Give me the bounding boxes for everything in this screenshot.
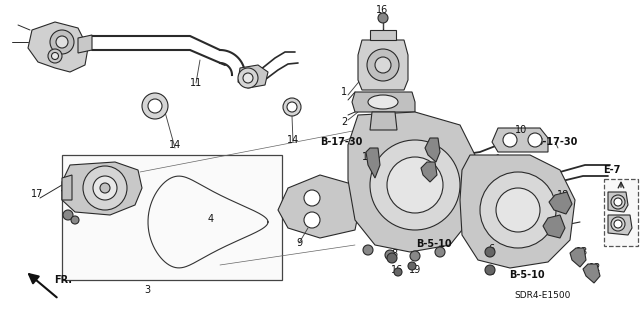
Circle shape	[375, 57, 391, 73]
Ellipse shape	[368, 95, 398, 109]
Text: 17: 17	[31, 189, 43, 199]
Circle shape	[63, 210, 73, 220]
Polygon shape	[370, 30, 396, 40]
Text: SDR4-E1500: SDR4-E1500	[515, 291, 571, 300]
Polygon shape	[352, 92, 415, 112]
Text: 14: 14	[287, 135, 299, 145]
Circle shape	[614, 220, 622, 228]
Text: 3: 3	[144, 285, 150, 295]
Polygon shape	[366, 148, 380, 178]
Text: 11: 11	[190, 78, 202, 88]
Text: 2: 2	[341, 117, 347, 127]
Circle shape	[480, 172, 556, 248]
Circle shape	[51, 53, 58, 60]
Polygon shape	[62, 175, 72, 200]
Text: 9: 9	[296, 238, 302, 248]
Circle shape	[50, 30, 74, 54]
Text: 19: 19	[409, 265, 421, 275]
Polygon shape	[570, 248, 586, 267]
Circle shape	[93, 176, 117, 200]
Text: 16: 16	[376, 5, 388, 15]
Text: 16: 16	[391, 265, 403, 275]
Circle shape	[83, 166, 127, 210]
Polygon shape	[492, 128, 548, 152]
Polygon shape	[278, 175, 360, 238]
Text: 15: 15	[362, 152, 374, 162]
Circle shape	[503, 133, 517, 147]
Circle shape	[408, 262, 416, 270]
Circle shape	[243, 73, 253, 83]
Polygon shape	[348, 112, 475, 252]
Polygon shape	[62, 162, 142, 215]
Circle shape	[485, 265, 495, 275]
Circle shape	[304, 190, 320, 206]
Text: 13: 13	[576, 247, 588, 257]
Text: 12: 12	[589, 263, 601, 273]
Circle shape	[148, 99, 162, 113]
Circle shape	[528, 133, 542, 147]
Circle shape	[435, 247, 445, 257]
Bar	[62, 155, 282, 280]
Text: 12: 12	[424, 143, 436, 153]
Polygon shape	[608, 192, 628, 212]
Polygon shape	[608, 215, 632, 235]
Polygon shape	[370, 112, 397, 130]
Circle shape	[283, 98, 301, 116]
Circle shape	[410, 251, 420, 261]
Text: FR.: FR.	[54, 275, 72, 285]
Circle shape	[48, 49, 62, 63]
Text: B-5-10: B-5-10	[509, 270, 545, 280]
Circle shape	[367, 49, 399, 81]
Polygon shape	[549, 192, 572, 214]
Text: B-5-10: B-5-10	[416, 239, 452, 249]
Text: 4: 4	[208, 214, 214, 224]
Polygon shape	[421, 162, 437, 182]
Text: B-17-30: B-17-30	[535, 137, 577, 147]
Circle shape	[611, 195, 625, 209]
Text: 6: 6	[488, 244, 494, 254]
Circle shape	[370, 140, 460, 230]
Polygon shape	[28, 22, 88, 72]
Circle shape	[611, 217, 625, 231]
Circle shape	[394, 268, 402, 276]
Text: 14: 14	[169, 140, 181, 150]
Circle shape	[385, 250, 395, 260]
Polygon shape	[425, 138, 440, 162]
Text: 5: 5	[488, 267, 494, 277]
Circle shape	[100, 183, 110, 193]
Circle shape	[485, 247, 495, 257]
Text: 18: 18	[557, 190, 569, 200]
Polygon shape	[358, 40, 408, 90]
Circle shape	[71, 216, 79, 224]
Circle shape	[363, 245, 373, 255]
Text: 13: 13	[421, 158, 433, 168]
Text: 10: 10	[515, 125, 527, 135]
Circle shape	[378, 13, 388, 23]
Text: B-17-30: B-17-30	[320, 137, 362, 147]
FancyBboxPatch shape	[604, 179, 638, 246]
Circle shape	[142, 93, 168, 119]
Polygon shape	[543, 215, 565, 238]
Text: E-7: E-7	[604, 165, 621, 175]
Polygon shape	[460, 155, 575, 268]
Circle shape	[387, 253, 397, 263]
Circle shape	[387, 157, 443, 213]
Circle shape	[614, 198, 622, 206]
Circle shape	[496, 188, 540, 232]
Polygon shape	[583, 264, 600, 283]
Polygon shape	[238, 65, 268, 88]
Circle shape	[238, 68, 258, 88]
Text: 8: 8	[391, 249, 397, 259]
Text: 1: 1	[341, 87, 347, 97]
Circle shape	[56, 36, 68, 48]
Circle shape	[304, 212, 320, 228]
Text: 7: 7	[534, 215, 540, 225]
Polygon shape	[78, 35, 92, 53]
Circle shape	[287, 102, 297, 112]
